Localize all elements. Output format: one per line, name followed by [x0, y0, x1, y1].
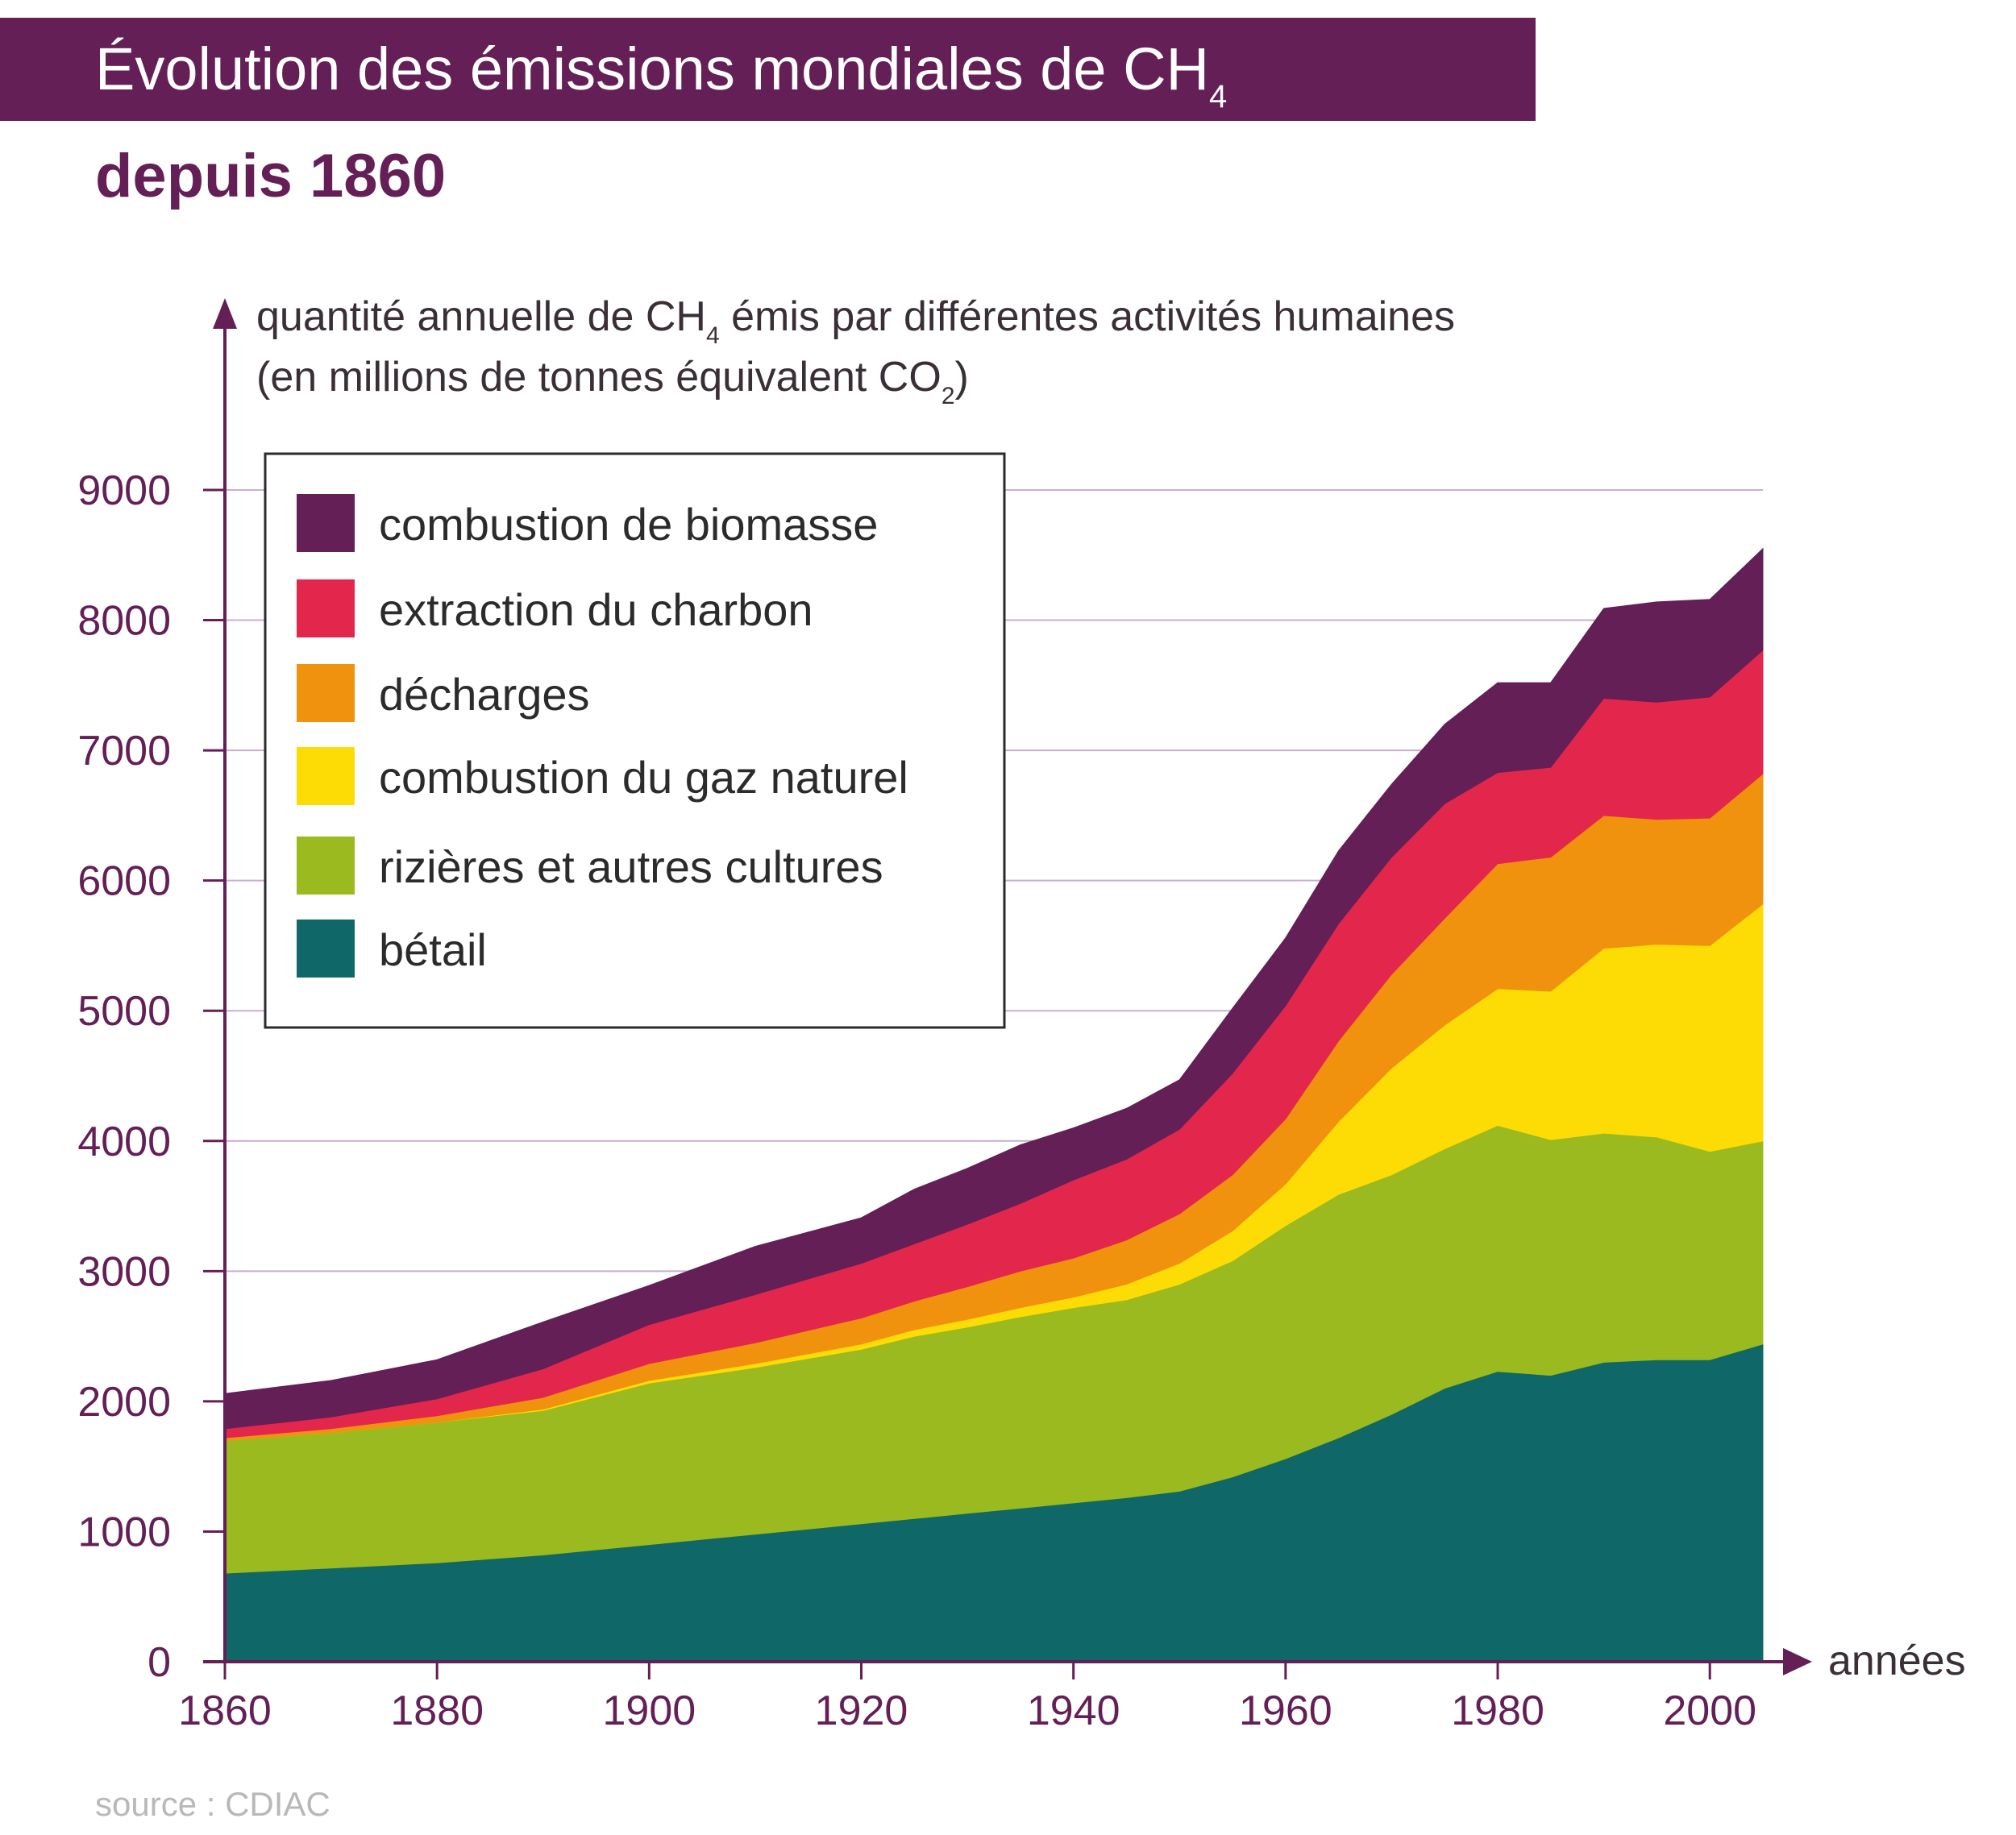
x-tick-labels: 1860 1880 1900 1920 1940 1960 1980 2000 [178, 1662, 1756, 1734]
stacked-areas [224, 547, 1764, 1663]
title-banner [0, 18, 1536, 121]
legend-label-combustion-de-biomasse: combustion de biomasse [379, 499, 878, 550]
y-tick-label-3000: 3000 [77, 1248, 171, 1295]
legend-label-combustion-du-gaz-naturel: combustion du gaz naturel [379, 752, 908, 803]
y-tick-label-1000: 1000 [77, 1509, 171, 1555]
y-tick-label-8000: 8000 [77, 598, 171, 645]
chart-subtitle: depuis 1860 [95, 142, 447, 210]
legend-swatch-betail [297, 920, 355, 978]
legend-swatch-combustion-de-biomasse [297, 494, 355, 552]
x-tick-label-1920: 1920 [815, 1688, 908, 1734]
chart-title: Évolution des émissions mondiales de CH4 [95, 18, 1227, 121]
legend-swatch-rizieres-et-autres-cultures [297, 837, 355, 895]
legend-swatch-combustion-du-gaz-naturel [297, 747, 355, 805]
legend-swatch-decharges [297, 664, 355, 722]
area-series-combustion-de-biomasse [224, 547, 1764, 1430]
chart-title-text: Évolution des émissions mondiales de CH [95, 35, 1210, 102]
y-axis-label-line2: (en millions de tonnes équivalent CO2) [256, 354, 969, 409]
y-axis-arrow-icon [213, 298, 237, 329]
chart-title-subscript: 4 [1209, 79, 1228, 114]
y-axis-label-line1: quantité annuelle de CH4 émis par différ… [256, 293, 1455, 349]
y-tick-label-7000: 7000 [77, 728, 171, 774]
y-tick-label-2000: 2000 [77, 1379, 171, 1426]
legend-label-decharges: décharges [379, 669, 590, 720]
y-tick-label-4000: 4000 [77, 1119, 171, 1165]
source-note: source : CDIAC [95, 1785, 330, 1823]
legend-label-extraction-du-charbon: extraction du charbon [379, 584, 813, 635]
x-tick-label-1960: 1960 [1239, 1688, 1332, 1734]
x-tick-label-1940: 1940 [1027, 1688, 1120, 1734]
y-tick-labels: 0 1000 2000 3000 4000 5000 6000 7000 8000 9000 [77, 467, 225, 1686]
x-axis-arrow-icon [1783, 1648, 1812, 1675]
y-tick-label-5000: 5000 [77, 988, 171, 1035]
x-tick-label-1860: 1860 [178, 1688, 272, 1734]
legend-box [264, 452, 1006, 1029]
legend-swatch-extraction-du-charbon [297, 579, 355, 637]
y-tick-label-9000: 9000 [77, 467, 171, 514]
x-tick-label-1880: 1880 [390, 1688, 484, 1734]
legend-label-rizieres-et-autres-cultures: rizières et autres cultures [379, 841, 883, 892]
x-tick-label-1980: 1980 [1451, 1688, 1544, 1734]
y-tick-label-0: 0 [148, 1639, 171, 1686]
x-tick-label-1900: 1900 [603, 1688, 696, 1734]
legend-label-betail: bétail [379, 924, 487, 975]
legend: combustion de biomasse extraction du char… [264, 452, 1006, 1029]
x-tick-label-2000: 2000 [1663, 1688, 1756, 1734]
axes [203, 298, 1812, 1675]
y-tick-label-6000: 6000 [77, 858, 171, 905]
x-axis-label: années [1828, 1638, 1966, 1684]
